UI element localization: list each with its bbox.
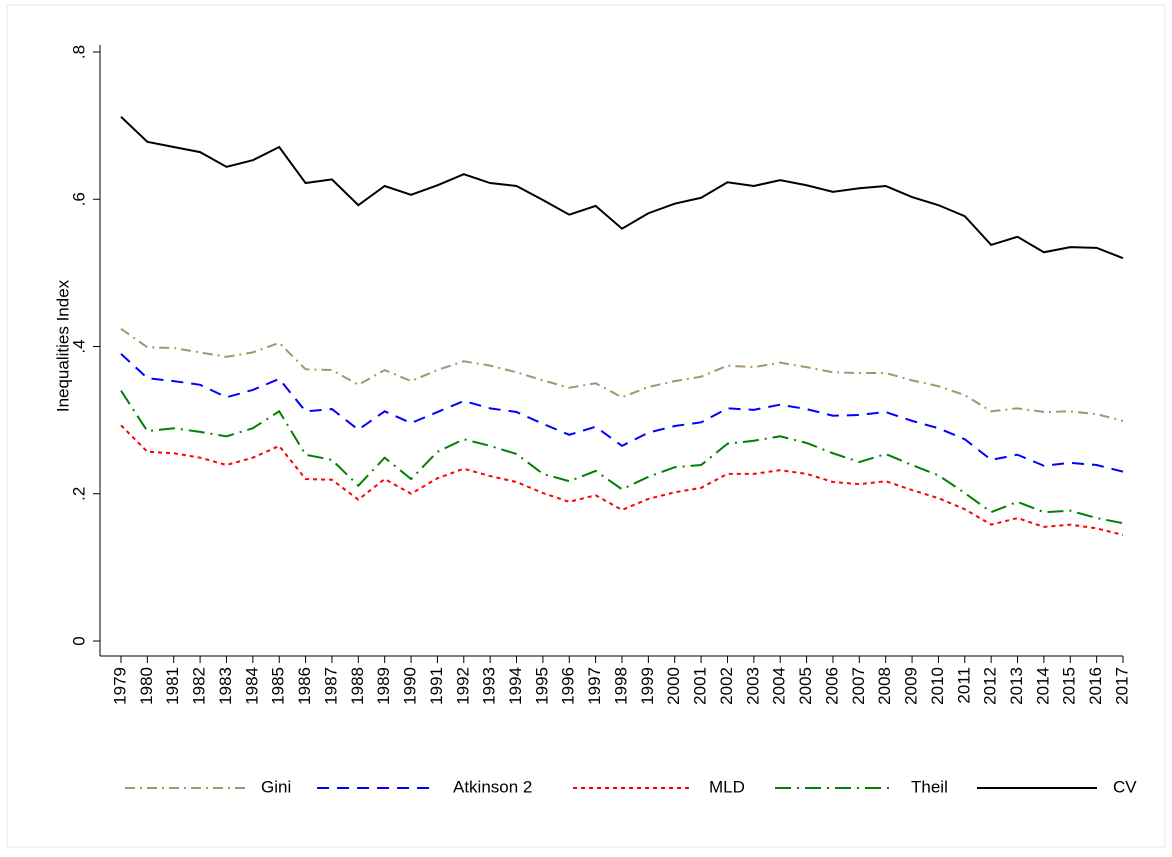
x-tick-label: 2000: [664, 667, 683, 705]
x-tick-label: 2016: [1086, 667, 1105, 705]
x-tick-label: 1984: [242, 667, 261, 705]
x-tick-label: 2011: [954, 667, 973, 704]
x-tick-label: 2008: [875, 667, 894, 705]
x-tick-label: 1998: [611, 667, 630, 705]
legend-label: Theil: [911, 777, 948, 796]
x-tick-label: 2015: [1060, 667, 1079, 705]
x-tick-label: 1991: [427, 667, 446, 705]
series-line: [120, 328, 1124, 422]
y-axis-label: Inequalities Index: [53, 279, 72, 412]
y-tick-label: .8: [69, 45, 88, 59]
y-tick-label: .4: [69, 339, 88, 353]
x-tick-label: 1986: [295, 667, 314, 705]
x-tick-label: 1997: [585, 667, 604, 705]
x-tick-label: 1996: [559, 667, 578, 705]
series-line: [120, 424, 1124, 536]
x-tick-label: 1987: [321, 667, 340, 705]
x-tick-label: 1979: [110, 667, 129, 705]
x-tick-label: 2014: [1033, 667, 1052, 705]
x-tick-label: 2002: [717, 667, 736, 705]
x-tick-label: 1994: [506, 667, 525, 705]
y-tick-label: .2: [69, 487, 88, 501]
x-tick-label: 2009: [902, 667, 921, 705]
legend-label: Atkinson 2: [453, 777, 532, 796]
x-tick-label: 1980: [137, 667, 156, 705]
x-tick-label: 1989: [374, 667, 393, 705]
x-tick-label: 2017: [1112, 667, 1131, 705]
x-tick-label: 1981: [163, 667, 182, 705]
x-tick-label: 1999: [638, 667, 657, 705]
x-tick-label: 1985: [269, 667, 288, 705]
x-tick-label: 1982: [190, 667, 209, 705]
legend-label: CV: [1113, 777, 1137, 796]
series-line: [120, 353, 1124, 473]
legend-label: MLD: [709, 777, 745, 796]
x-tick-label: 2013: [1007, 667, 1026, 705]
series-line: [120, 116, 1124, 260]
x-tick-label: 2005: [796, 667, 815, 705]
legend-label: Gini: [261, 777, 291, 796]
x-tick-label: 1983: [216, 667, 235, 705]
x-tick-label: 1995: [532, 667, 551, 705]
x-tick-label: 2006: [822, 667, 841, 705]
frame: [6, 4, 1166, 848]
x-tick-label: 1990: [401, 667, 420, 705]
x-tick-label: 1993: [480, 667, 499, 705]
x-tick-label: 2004: [770, 667, 789, 705]
x-tick-label: 1992: [453, 667, 472, 705]
x-tick-label: 2007: [849, 667, 868, 705]
x-tick-label: 2003: [743, 667, 762, 705]
x-tick-label: 2001: [691, 667, 710, 705]
y-tick-label: 0: [69, 636, 88, 645]
x-tick-label: 1988: [348, 667, 367, 705]
y-tick-label: .6: [69, 192, 88, 206]
x-tick-label: 2010: [928, 667, 947, 705]
x-tick-label: 2012: [981, 667, 1000, 705]
